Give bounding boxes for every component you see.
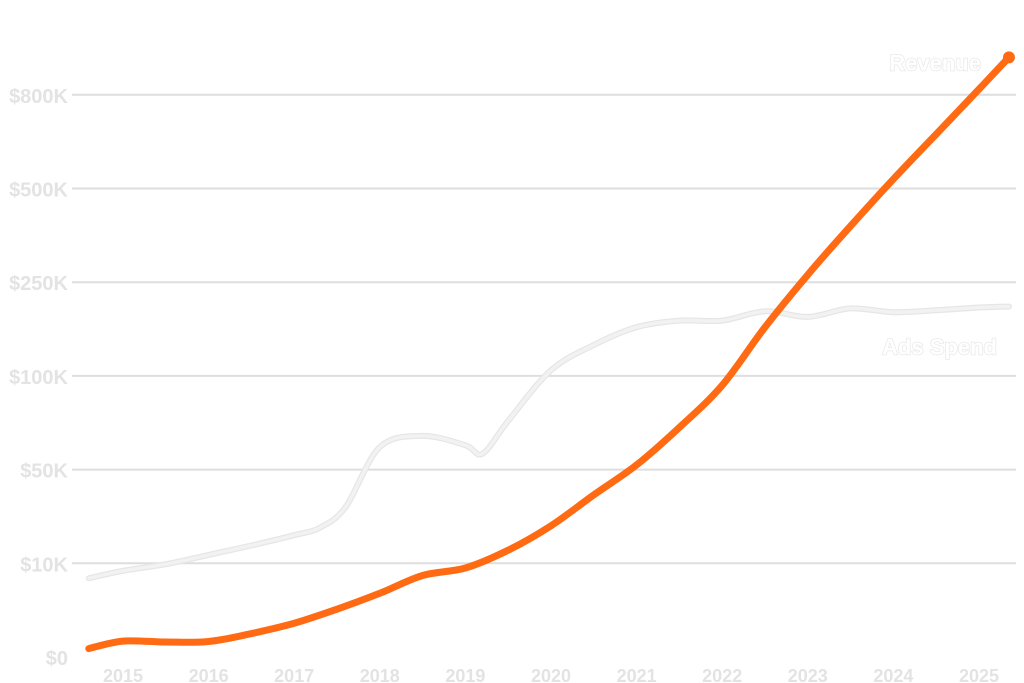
x-tick-label: 2023	[788, 666, 828, 683]
y-tick-label: $10K	[20, 554, 68, 576]
ads-spend-line-outline	[85, 303, 1012, 582]
x-tick-label: 2025	[959, 666, 999, 683]
x-axis-ticks: 2015 2016 2017 2018 2019 2020 2021 2022 2023 2024…	[103, 666, 999, 683]
y-tick-label: $0	[46, 648, 68, 670]
y-axis-ticks: $0 $10K $50K $100K $250K $500K $800K	[9, 86, 68, 670]
revenue-end-point	[1002, 51, 1015, 64]
series-lines	[85, 51, 1015, 653]
y-tick-label: $500K	[9, 180, 68, 202]
y-tick-label: $100K	[9, 367, 68, 389]
revenue-series-label: Revenue	[889, 50, 981, 75]
x-tick-label: 2019	[445, 666, 485, 683]
gridlines	[72, 93, 1016, 565]
revenue-line	[85, 53, 1013, 653]
x-tick-label: 2021	[617, 666, 657, 683]
y-tick-label: $50K	[20, 461, 68, 483]
ads-spend-line	[87, 304, 1011, 581]
x-tick-label: 2017	[274, 666, 314, 683]
y-tick-label: $800K	[9, 86, 68, 108]
y-tick-label: $250K	[9, 273, 68, 295]
x-tick-label: 2020	[531, 666, 571, 683]
x-tick-label: 2016	[189, 666, 229, 683]
x-tick-label: 2018	[360, 666, 400, 683]
ads-spend-series-label: Ads Spend	[882, 335, 997, 360]
series-labels: Revenue Ads Spend	[881, 50, 997, 361]
x-tick-label: 2024	[873, 666, 913, 683]
x-tick-label: 2015	[103, 666, 143, 683]
x-tick-label: 2022	[702, 666, 742, 683]
